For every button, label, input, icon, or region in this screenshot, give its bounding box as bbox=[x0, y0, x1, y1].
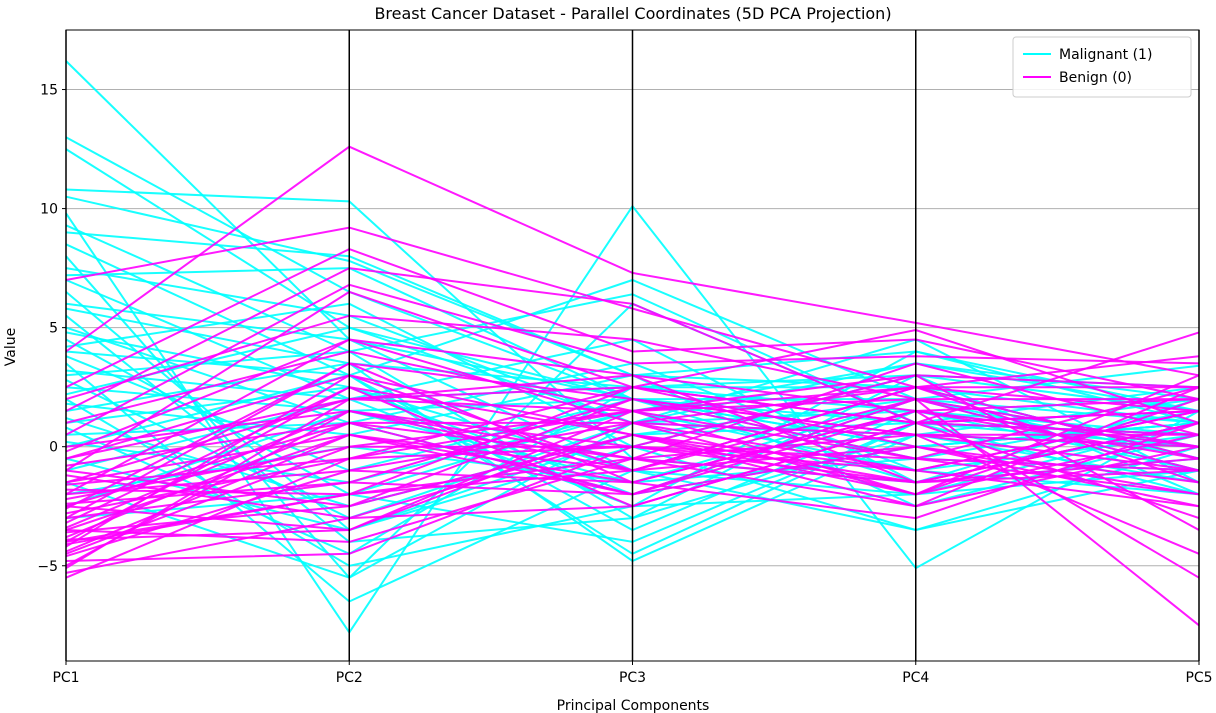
x-axis-label: Principal Components bbox=[557, 698, 710, 713]
chart-title: Breast Cancer Dataset - Parallel Coordin… bbox=[374, 4, 891, 23]
plot-frame bbox=[65, 29, 1200, 662]
x-tick-label-PC4: PC4 bbox=[902, 670, 929, 686]
x-tick-label-PC1: PC1 bbox=[52, 670, 79, 686]
y-tick-label-4: −5 bbox=[37, 559, 58, 575]
y-tick-label-2: 5 bbox=[49, 321, 58, 337]
y-axis-label: Value bbox=[3, 328, 19, 366]
legend-label-1: Benign (0) bbox=[1059, 70, 1132, 86]
y-tick-label-1: 10 bbox=[40, 202, 58, 218]
legend: Malignant (1) Benign (0) bbox=[1012, 36, 1192, 98]
y-tick-label-3: 0 bbox=[49, 440, 58, 456]
y-tick-label-0: 15 bbox=[40, 83, 58, 99]
legend-box bbox=[1012, 36, 1192, 98]
x-tick-label-PC3: PC3 bbox=[619, 670, 646, 686]
axes: PC1 PC2 PC3 PC4 PC5 bbox=[52, 30, 1213, 686]
x-tick-label-PC5: PC5 bbox=[1185, 670, 1212, 686]
x-tick-label-PC2: PC2 bbox=[336, 670, 363, 686]
legend-label-0: Malignant (1) bbox=[1059, 47, 1152, 63]
